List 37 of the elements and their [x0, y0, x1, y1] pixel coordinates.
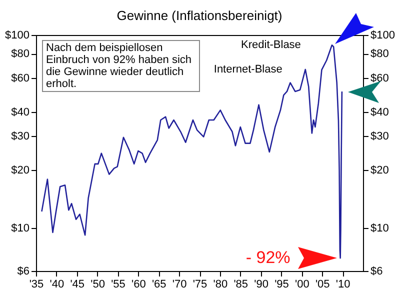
y-tick-label: $6 — [370, 266, 383, 278]
x-tick-label: '65 — [152, 278, 166, 290]
x-tick-label: '75 — [192, 278, 208, 290]
x-tick-label: '55 — [111, 278, 126, 290]
text: $60 — [11, 72, 30, 84]
annotation: Internet-Blase — [214, 63, 282, 76]
annotation: - 92% — [246, 248, 290, 268]
y-tick-label: $30 — [370, 130, 389, 142]
text: $6 — [17, 266, 30, 278]
x-tick-label: '85 — [234, 278, 248, 290]
x-tick-label: '60 — [132, 278, 146, 290]
y-tick-label: $80 — [370, 48, 389, 60]
chart-title: Gewinne (Inflationsbereinigt) — [116, 8, 282, 23]
y-tick-label: $60 — [370, 72, 389, 84]
y-tick-label: $20 — [370, 164, 389, 177]
y-tick-label: $10 — [370, 222, 389, 235]
text: $40 — [11, 106, 30, 118]
x-tick-label: '80 — [213, 278, 228, 290]
x-tick-label: '10 — [336, 278, 350, 290]
text: $80 — [11, 48, 30, 60]
x-tick-label: '95 — [274, 278, 289, 290]
x-tick-label: '50 — [90, 278, 105, 290]
y-tick-label: $100 — [370, 30, 395, 42]
annotation: Nach dem beispiellosen Einbruch von 92% haben sich die Gewinne wieder deutlich erholt. — [42, 40, 200, 92]
y-tick-label: $40 — [370, 106, 389, 118]
x-tick-label: '90 — [254, 278, 268, 290]
x-tick-label: '45 — [70, 278, 85, 290]
x-tick-label: '05 — [315, 278, 330, 290]
text: $10 — [11, 222, 30, 235]
x-tick-label: '70 — [172, 278, 187, 290]
text: $100 — [5, 30, 30, 42]
text: $20 — [11, 164, 30, 177]
x-tick-label: '35 — [29, 278, 44, 290]
x-tick-label: '00 — [295, 278, 310, 290]
x-tick-label: '40 — [50, 278, 64, 290]
text: $30 — [11, 130, 30, 142]
annotation: Kredit-Blase — [241, 39, 301, 52]
